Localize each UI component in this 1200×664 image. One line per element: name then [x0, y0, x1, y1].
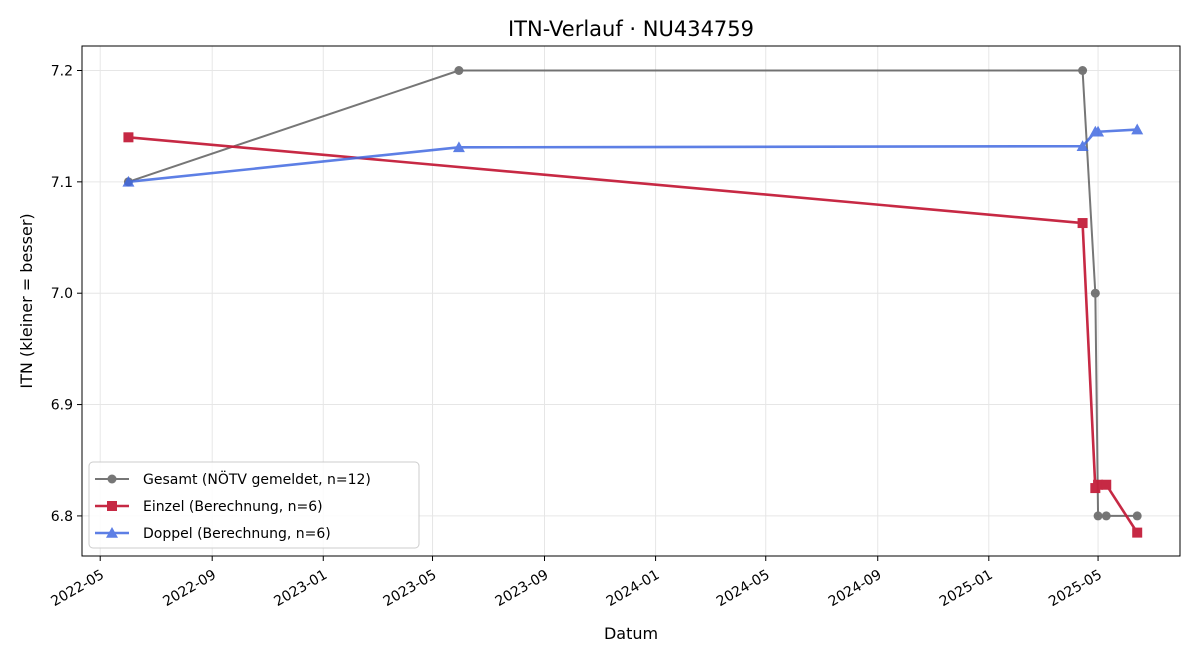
x-tick-label: 2024-01 — [604, 567, 663, 610]
x-tick-label: 2022-05 — [48, 567, 107, 610]
y-tick-label: 6.8 — [51, 509, 73, 525]
legend-entry — [95, 527, 129, 538]
data-point-einzel — [1132, 527, 1143, 538]
x-tick-label: 2025-05 — [1046, 567, 1105, 610]
x-tick-label: 2024-05 — [714, 567, 773, 610]
y-axis-label: ITN (kleiner = besser) — [17, 213, 36, 388]
x-tick-label: 2023-05 — [381, 567, 440, 610]
series-doppel — [122, 123, 1144, 187]
x-axis: 2022-05 2022-09 2023-01 2023-05 2023-09 2024-… — [48, 556, 1105, 610]
legend-label: Gesamt (NÖTV gemeldet, n=12) — [143, 470, 371, 488]
legend: Gesamt (NÖTV gemeldet, n=12) Einzel (Bere… — [88, 461, 420, 549]
legend-marker — [107, 474, 117, 484]
data-point-doppel — [452, 141, 465, 153]
data-point-einzel — [1077, 218, 1088, 229]
plot-frame — [81, 45, 1181, 557]
series-einzel — [123, 132, 1143, 538]
legend-label: Doppel (Berechnung, n=6) — [143, 526, 331, 542]
legend-marker — [106, 527, 118, 538]
data-point-gesamt — [454, 65, 464, 75]
x-axis-label: Datum — [604, 624, 658, 643]
legend-box — [88, 461, 420, 549]
legend-label: Einzel (Berechnung, n=6) — [143, 499, 323, 515]
data-point-doppel — [1076, 140, 1089, 152]
data-point-doppel — [1131, 123, 1144, 135]
y-tick-label: 7.0 — [51, 286, 73, 302]
x-tick-label: 2023-09 — [493, 567, 552, 610]
data-point-gesamt — [1093, 511, 1103, 521]
data-point-doppel — [1092, 125, 1105, 137]
legend-entry — [95, 501, 129, 511]
data-point-einzel — [1093, 479, 1104, 490]
data-point-gesamt — [1101, 511, 1111, 521]
legend-entry — [95, 474, 129, 484]
data-point-einzel — [123, 132, 134, 143]
x-tick-label: 2024-09 — [826, 567, 885, 610]
y-tick-label: 7.2 — [51, 63, 73, 79]
data-point-doppel — [122, 175, 135, 187]
y-tick-label: 6.9 — [51, 398, 73, 414]
legend-marker — [107, 501, 117, 511]
x-tick-label: 2023-01 — [271, 567, 330, 610]
y-axis: 6.8 6.9 7.0 7.1 7.2 — [51, 63, 82, 525]
y-tick-label: 7.1 — [51, 175, 73, 191]
data-point-einzel — [1101, 479, 1112, 490]
data-point-gesamt — [1132, 511, 1142, 521]
data-point-gesamt — [1090, 288, 1100, 298]
x-tick-label: 2022-09 — [160, 567, 219, 610]
series-layer — [122, 65, 1144, 538]
data-point-gesamt — [1078, 65, 1088, 75]
series-line-doppel — [128, 128, 1138, 184]
x-tick-label: 2025-01 — [937, 567, 996, 610]
chart-title: ITN-Verlauf · NU434759 — [508, 17, 754, 41]
